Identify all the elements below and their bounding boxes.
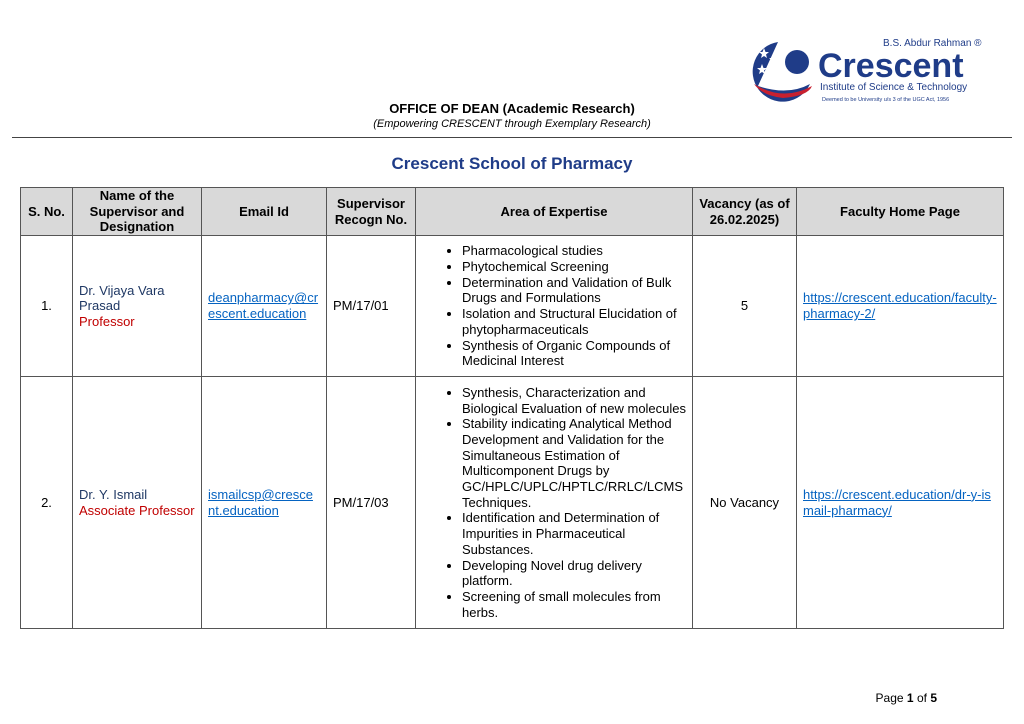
col-homepage: Faculty Home Page bbox=[796, 186, 1004, 237]
expertise-item: Isolation and Structural Elucidation of … bbox=[462, 306, 686, 337]
col-recogn: Supervisor Recogn No. bbox=[326, 186, 416, 237]
office-title: OFFICE OF DEAN (Academic Research) bbox=[389, 101, 635, 116]
svg-text:Deemed to be University u/s 3: Deemed to be University u/s 3 of the UGC… bbox=[822, 97, 949, 103]
page-number: Page 1 of 5 bbox=[875, 691, 937, 706]
col-name: Name of the Supervisor and Designation bbox=[72, 186, 202, 237]
expertise-list: Pharmacological studiesPhytochemical Scr… bbox=[422, 243, 686, 369]
crescent-logo: B.S. Abdur Rahman ® Crescent Institute o… bbox=[748, 34, 1008, 104]
expertise-cell: Synthesis, Characterization and Biologic… bbox=[415, 376, 693, 630]
sno: 1. bbox=[20, 235, 73, 378]
supervisor-table: S. No. Name of the Supervisor and Design… bbox=[20, 186, 1004, 630]
vacancy: 5 bbox=[692, 235, 797, 378]
expertise-item: Synthesis of Organic Compounds of Medici… bbox=[462, 338, 686, 369]
supervisor-name: Dr. Y. Ismail bbox=[79, 486, 148, 502]
homepage-link[interactable]: https://crescent.education/dr-y-ismail-p… bbox=[803, 486, 991, 518]
expertise-item: Stability indicating Analytical Method D… bbox=[462, 416, 686, 510]
email-link[interactable]: deanpharmacy@crescent.education bbox=[208, 290, 319, 322]
table-header-row: S. No. Name of the Supervisor and Design… bbox=[20, 186, 1004, 237]
svg-text:B.S. Abdur Rahman ®: B.S. Abdur Rahman ® bbox=[883, 38, 982, 49]
designation: Professor bbox=[79, 313, 135, 329]
supervisor-cell: Dr. Y. Ismail Associate Professor bbox=[72, 376, 202, 630]
sno: 2. bbox=[20, 376, 73, 630]
expertise-cell: Pharmacological studiesPhytochemical Scr… bbox=[415, 235, 693, 378]
expertise-item: Phytochemical Screening bbox=[462, 259, 686, 275]
expertise-item: Identification and Determination of Impu… bbox=[462, 510, 686, 557]
expertise-item: Determination and Validation of Bulk Dru… bbox=[462, 275, 686, 306]
email-link[interactable]: ismailcsp@crescent.education bbox=[208, 486, 313, 518]
svg-text:Institute of Science & Technol: Institute of Science & Technology bbox=[820, 82, 967, 93]
supervisor-name: Dr. Vijaya Vara Prasad bbox=[79, 282, 165, 314]
expertise-item: Screening of small molecules from herbs. bbox=[462, 589, 686, 620]
expertise-list: Synthesis, Characterization and Biologic… bbox=[422, 385, 686, 621]
table-row: 1. Dr. Vijaya Vara Prasad Professor deanp… bbox=[20, 235, 1004, 378]
col-vacancy: Vacancy (as of 26.02.2025) bbox=[692, 186, 797, 237]
email-cell: deanpharmacy@crescent.education bbox=[201, 235, 327, 378]
tagline: (Empowering CRESCENT through Exemplary R… bbox=[373, 118, 651, 130]
col-email: Email Id bbox=[201, 186, 327, 237]
main-content: S. No. Name of the Supervisor and Design… bbox=[20, 186, 1004, 706]
homepage-link[interactable]: https://crescent.education/faculty-pharm… bbox=[803, 290, 997, 322]
email-cell: ismailcsp@crescent.education bbox=[201, 376, 327, 630]
homepage-cell: https://crescent.education/faculty-pharm… bbox=[796, 235, 1004, 378]
expertise-item: Synthesis, Characterization and Biologic… bbox=[462, 385, 686, 416]
recogn-no: PM/17/01 bbox=[326, 235, 416, 378]
expertise-item: Pharmacological studies bbox=[462, 243, 686, 259]
expertise-item: Developing Novel drug delivery platform. bbox=[462, 558, 686, 589]
divider bbox=[12, 137, 1012, 138]
homepage-cell: https://crescent.education/dr-y-ismail-p… bbox=[796, 376, 1004, 630]
designation: Associate Professor bbox=[79, 502, 195, 518]
svg-text:Crescent: Crescent bbox=[818, 47, 964, 85]
table-row: 2. Dr. Y. Ismail Associate Professor isma… bbox=[20, 376, 1004, 630]
col-expertise: Area of Expertise bbox=[415, 186, 693, 237]
recogn-no: PM/17/03 bbox=[326, 376, 416, 630]
vacancy: No Vacancy bbox=[692, 376, 797, 630]
supervisor-cell: Dr. Vijaya Vara Prasad Professor bbox=[72, 235, 202, 378]
school-title: Crescent School of Pharmacy bbox=[391, 154, 633, 173]
col-sno: S. No. bbox=[20, 186, 73, 237]
